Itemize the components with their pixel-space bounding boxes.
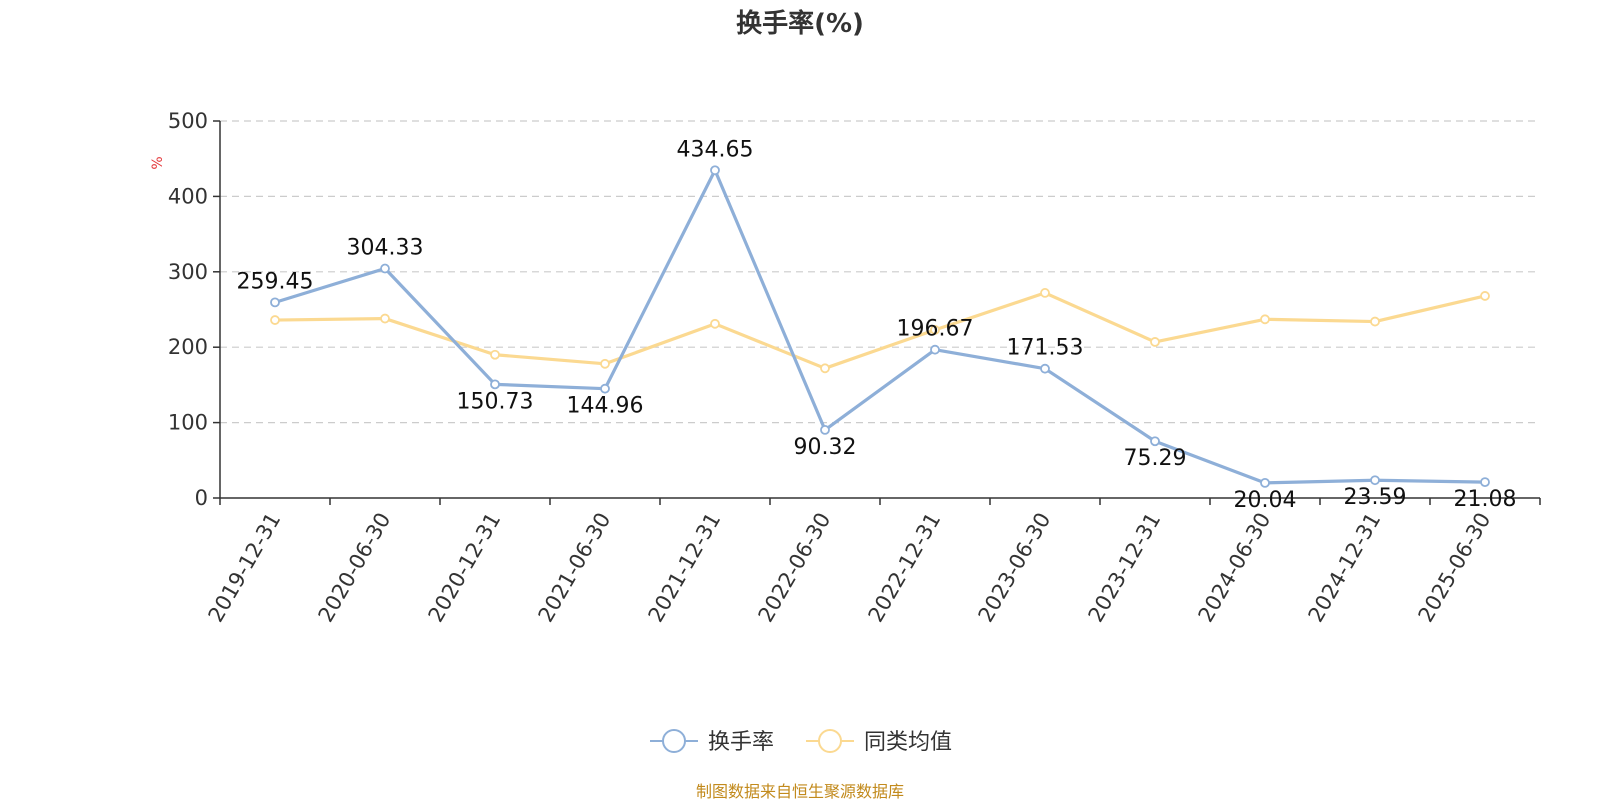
x-tick-label: 2025-06-30 — [1414, 509, 1496, 627]
data-label: 304.33 — [347, 236, 424, 261]
legend-marker — [662, 729, 686, 753]
y-axis-unit: % — [150, 156, 166, 169]
data-label: 150.73 — [457, 389, 534, 414]
series-0-point — [820, 424, 830, 435]
x-tick-label: 2022-12-31 — [864, 509, 946, 627]
data-label: 21.08 — [1454, 487, 1517, 512]
legend-marker — [818, 729, 842, 753]
y-tick-label: 400 — [168, 184, 208, 208]
series-0-point — [490, 379, 500, 390]
y-tick-label: 300 — [168, 260, 208, 284]
series-0-point — [710, 165, 720, 176]
series-line-0 — [274, 168, 1486, 485]
series-0-point — [1040, 363, 1050, 374]
series-0-point — [270, 297, 280, 308]
series-1-point — [380, 313, 390, 324]
data-label: 75.29 — [1124, 446, 1187, 471]
series-1-point — [710, 318, 720, 329]
data-label: 171.53 — [1007, 336, 1084, 361]
series-1-point — [1370, 316, 1380, 327]
y-tick-label: 100 — [168, 411, 208, 435]
data-label: 20.04 — [1234, 488, 1297, 513]
x-tick-label: 2022-06-30 — [754, 509, 836, 627]
data-label: 23.59 — [1344, 485, 1407, 510]
series — [270, 165, 1490, 488]
series-0-point — [600, 383, 610, 394]
series-1-point — [600, 358, 610, 369]
series-1-point — [1040, 288, 1050, 298]
series-0-point — [1480, 477, 1490, 488]
legend[interactable]: 换手率 同类均值 — [650, 729, 952, 755]
series-0-point — [930, 344, 940, 355]
series-1-point — [1150, 337, 1160, 347]
series-1-point — [270, 315, 280, 325]
legend-label: 换手率 — [708, 730, 774, 755]
x-tick-label: 2020-06-30 — [314, 509, 396, 627]
series-0-point — [1370, 475, 1380, 486]
legend-label: 同类均值 — [864, 730, 952, 755]
series-1-point — [930, 324, 940, 335]
x-tick-label: 2021-12-31 — [644, 509, 726, 627]
y-tick-label: 0 — [195, 486, 208, 510]
series-0-point — [380, 263, 390, 274]
data-label: 144.96 — [567, 394, 644, 419]
y-tick-label: 200 — [168, 335, 208, 359]
data-label: 259.45 — [237, 269, 314, 294]
series-line-1 — [274, 291, 1486, 370]
grid-lines — [220, 120, 1540, 424]
x-tick-label: 2020-12-31 — [424, 509, 506, 627]
data-source-note: 制图数据来自恒生聚源数据库 — [696, 782, 904, 800]
data-label: 434.65 — [677, 137, 754, 162]
series-1-point — [820, 363, 830, 374]
series-0-point — [1260, 477, 1270, 488]
series-1-point — [1260, 314, 1270, 325]
data-label: 90.32 — [794, 435, 857, 460]
legend-item-1[interactable]: 同类均值 — [806, 729, 952, 755]
axes: 0 100 200 300 400 500 2019-12-31 2020-06-30 2020… — [168, 109, 1541, 627]
series-0-point — [1150, 436, 1160, 447]
series-1-point — [490, 349, 500, 360]
x-tick-label: 2024-12-31 — [1304, 509, 1386, 627]
x-tick-label: 2021-06-30 — [534, 509, 616, 627]
data-labels: 259.45 304.33 150.73 144.96 434.65 90.32 196.6… — [237, 137, 1517, 513]
x-tick-label: 2023-12-31 — [1084, 509, 1166, 627]
x-tick-label: 2024-06-30 — [1194, 509, 1276, 627]
legend-item-0[interactable]: 换手率 — [650, 729, 774, 755]
chart-title: 换手率(%) — [736, 8, 864, 39]
series-1-point — [1480, 291, 1490, 301]
x-tick-label: 2023-06-30 — [974, 509, 1056, 627]
x-tick-label: 2019-12-31 — [204, 509, 286, 627]
y-tick-label: 500 — [168, 109, 208, 133]
data-label: 196.67 — [897, 317, 974, 342]
